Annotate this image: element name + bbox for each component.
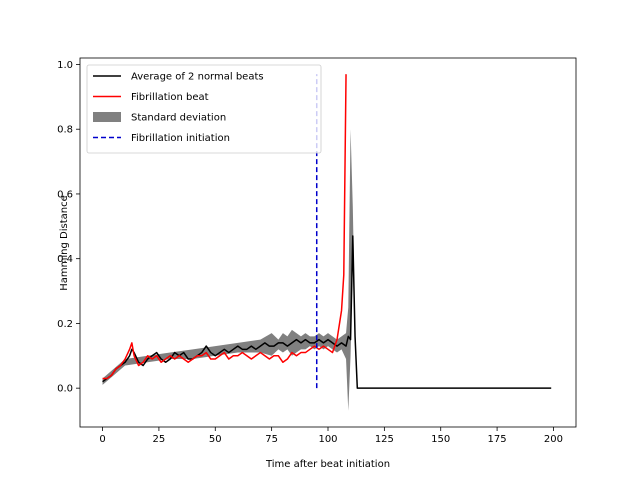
legend-label: Standard deviation <box>131 113 226 124</box>
legend: Average of 2 normal beats Fibrillation be… <box>86 64 322 154</box>
legend-label: Average of 2 normal beats <box>131 72 264 83</box>
axes: 0 25 50 75 100 125 150 175 200 0.0 0.2 0.4 0.6 0.8 1.0 <box>57 57 577 445</box>
series-line-fibrillation <box>102 74 347 380</box>
y-tick-label: 0.6 <box>57 189 73 200</box>
x-axis-label: Time after beat initiation <box>265 459 390 470</box>
y-tick-label: 0.8 <box>57 125 73 136</box>
y-tick-label: 0.4 <box>57 254 73 265</box>
x-tick-label: 200 <box>544 434 563 445</box>
series-line-normal-average <box>102 235 552 389</box>
plot-area <box>102 74 552 411</box>
y-tick-label: 0.0 <box>57 384 73 395</box>
legend-swatch-std <box>93 112 121 122</box>
legend-label: Fibrillation initiation <box>131 133 230 144</box>
x-tick-label: 150 <box>431 434 450 445</box>
y-tick-label: 0.2 <box>57 319 73 330</box>
x-tick-label: 175 <box>488 434 507 445</box>
x-tick-label: 75 <box>265 434 278 445</box>
x-tick-label: 125 <box>375 434 394 445</box>
y-tick-label: 1.0 <box>57 60 73 71</box>
x-tick-label: 50 <box>209 434 222 445</box>
legend-label: Fibrillation beat <box>131 92 209 103</box>
x-tick-label: 100 <box>318 434 337 445</box>
x-tick-label: 0 <box>99 434 105 445</box>
x-tick-label: 25 <box>153 434 166 445</box>
std-band <box>102 129 358 411</box>
legend-box <box>86 64 322 154</box>
y-axis-label: Hamming Distance <box>59 195 70 291</box>
